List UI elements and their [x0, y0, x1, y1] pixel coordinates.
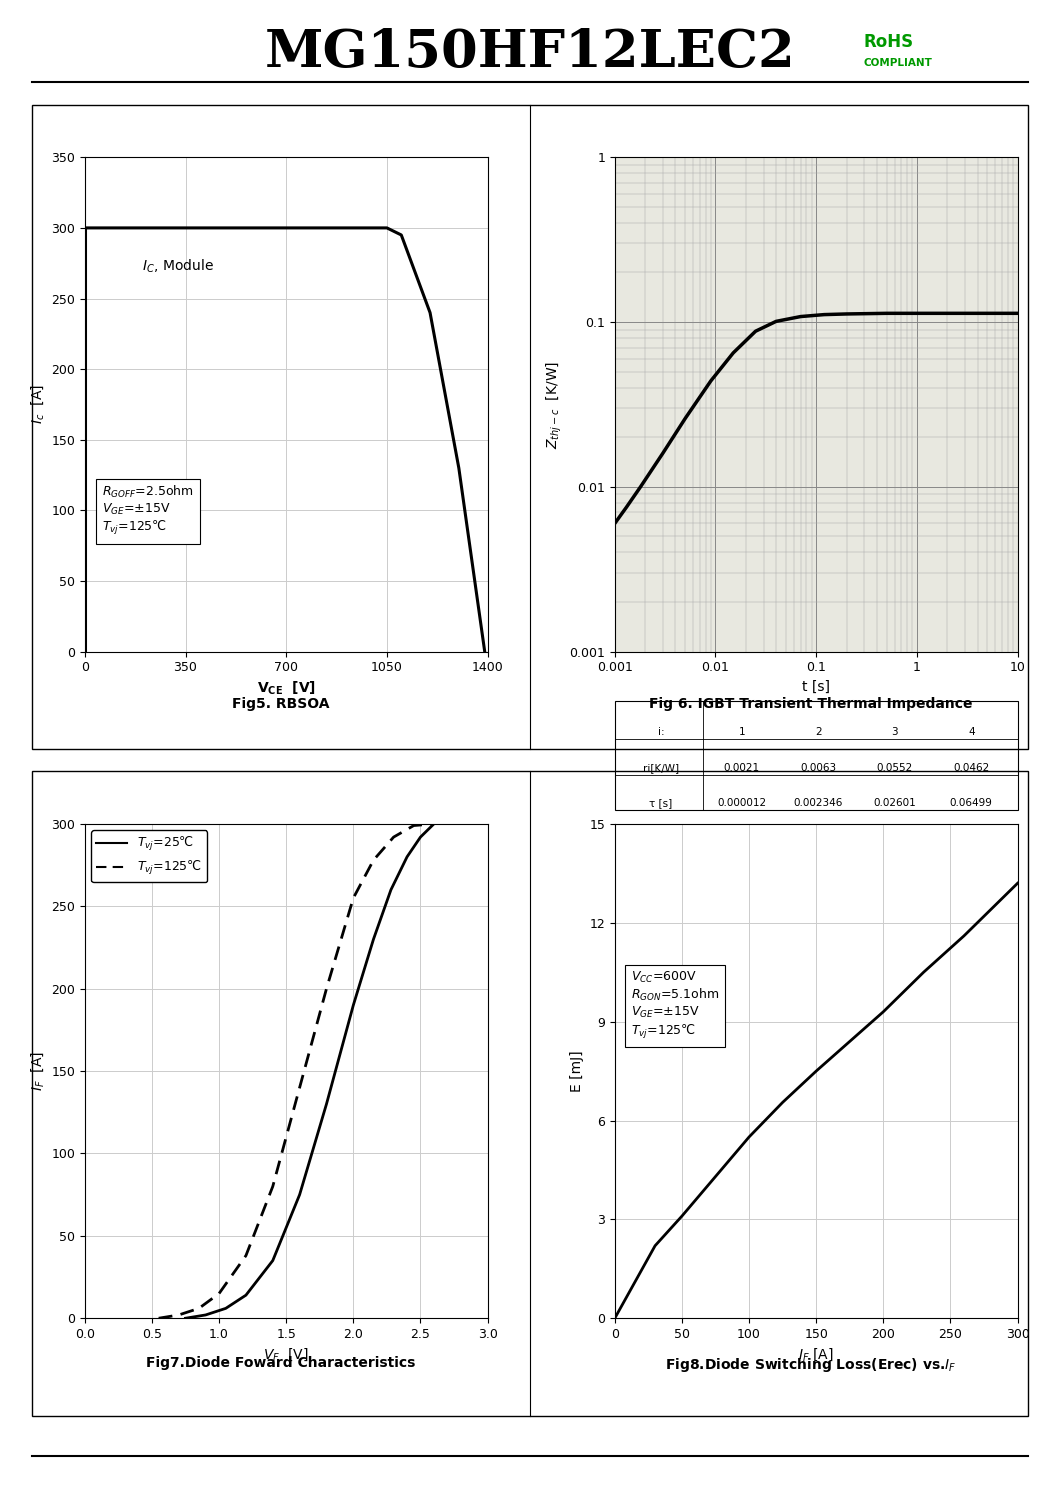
Text: $R_{GOFF}$=2.5ohm
$V_{GE}$=±15V
$T_{vj}$=125℃: $R_{GOFF}$=2.5ohm $V_{GE}$=±15V $T_{vj}$… [102, 484, 194, 538]
Text: Fig 6. IGBT Transient Thermal Impedance: Fig 6. IGBT Transient Thermal Impedance [649, 697, 973, 710]
Text: $V_{CC}$=600V
$R_{GON}$=5.1ohm
$V_{GE}$=±15V
$T_{vj}$=125℃: $V_{CC}$=600V $R_{GON}$=5.1ohm $V_{GE}$=… [631, 969, 719, 1041]
Text: RoHS: RoHS [864, 33, 914, 51]
Text: $I_C$, Module: $I_C$, Module [142, 258, 214, 274]
X-axis label: $I_F$ [A]: $I_F$ [A] [798, 1347, 834, 1363]
Y-axis label: $I_F$  [A]: $I_F$ [A] [29, 1052, 46, 1091]
Text: Fig7.Diode Foward Characteristics: Fig7.Diode Foward Characteristics [146, 1356, 416, 1369]
X-axis label: $V_F$  [V]: $V_F$ [V] [264, 1347, 308, 1363]
X-axis label: t [s]: t [s] [802, 680, 830, 694]
Text: MG150HF12LEC2: MG150HF12LEC2 [265, 27, 795, 78]
Text: Fig5. RBSOA: Fig5. RBSOA [232, 697, 330, 710]
Y-axis label: $I_c$  [A]: $I_c$ [A] [29, 385, 46, 424]
Y-axis label: $Z_{thj-c}$  [K/W]: $Z_{thj-c}$ [K/W] [545, 361, 564, 448]
X-axis label: $\mathbf{V_{CE}}$  [V]: $\mathbf{V_{CE}}$ [V] [257, 680, 316, 697]
Y-axis label: E [mJ]: E [mJ] [569, 1050, 584, 1092]
Legend: $T_{vj}$=25℃, $T_{vj}$=125℃: $T_{vj}$=25℃, $T_{vj}$=125℃ [91, 830, 208, 882]
Text: COMPLIANT: COMPLIANT [864, 58, 933, 67]
Text: Fig8.Diode Switching Loss(Erec) vs.$I_F$: Fig8.Diode Switching Loss(Erec) vs.$I_F$ [665, 1356, 957, 1374]
